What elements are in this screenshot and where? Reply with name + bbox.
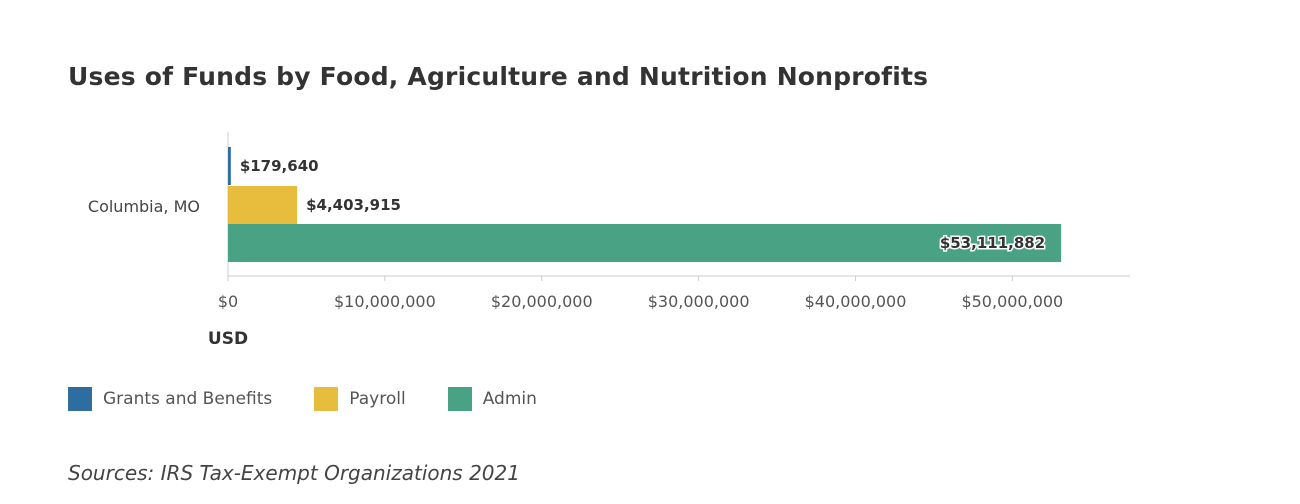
legend: Grants and Benefits Payroll Admin bbox=[68, 387, 579, 411]
legend-swatch-admin bbox=[447, 387, 472, 411]
x-tick-label-2: $20,000,000 bbox=[491, 292, 593, 311]
x-axis-title: USD bbox=[208, 329, 248, 349]
legend-swatch-grants bbox=[68, 387, 92, 411]
x-tick-label-4: $40,000,000 bbox=[805, 292, 907, 311]
data-label-1: $4,403,915 bbox=[306, 196, 401, 214]
x-tick-label-3: $30,000,000 bbox=[648, 292, 750, 311]
legend-item-admin[interactable]: Admin bbox=[447, 387, 537, 411]
x-tick-label-1: $10,000,000 bbox=[334, 292, 436, 311]
bar-grants-and-benefits[interactable] bbox=[228, 147, 231, 185]
legend-label-grants: Grants and Benefits bbox=[103, 389, 273, 409]
x-tick-label-0: $0 bbox=[218, 292, 238, 311]
legend-item-grants[interactable]: Grants and Benefits bbox=[68, 387, 272, 411]
data-label-0: $179,640 bbox=[240, 157, 319, 175]
bar-chart: $0 $10,000,000 $20,000,000 $30,000,000 $40,0… bbox=[88, 132, 1130, 349]
data-label-2: $53,111,882 bbox=[940, 234, 1045, 252]
legend-label-admin: Admin bbox=[482, 389, 537, 409]
legend-swatch-payroll bbox=[314, 387, 339, 411]
x-tick-label-5: $50,000,000 bbox=[961, 292, 1063, 311]
chart-title: Uses of Funds by Food, Agriculture and N… bbox=[68, 62, 929, 91]
category-label-0: Columbia, MO bbox=[88, 197, 200, 216]
source-note: Sources: IRS Tax-Exempt Organizations 20… bbox=[68, 461, 520, 485]
bar-payroll[interactable] bbox=[228, 186, 298, 224]
bar-admin[interactable] bbox=[228, 224, 1062, 262]
legend-item-payroll[interactable]: Payroll bbox=[314, 387, 406, 411]
legend-label-payroll: Payroll bbox=[349, 389, 406, 409]
